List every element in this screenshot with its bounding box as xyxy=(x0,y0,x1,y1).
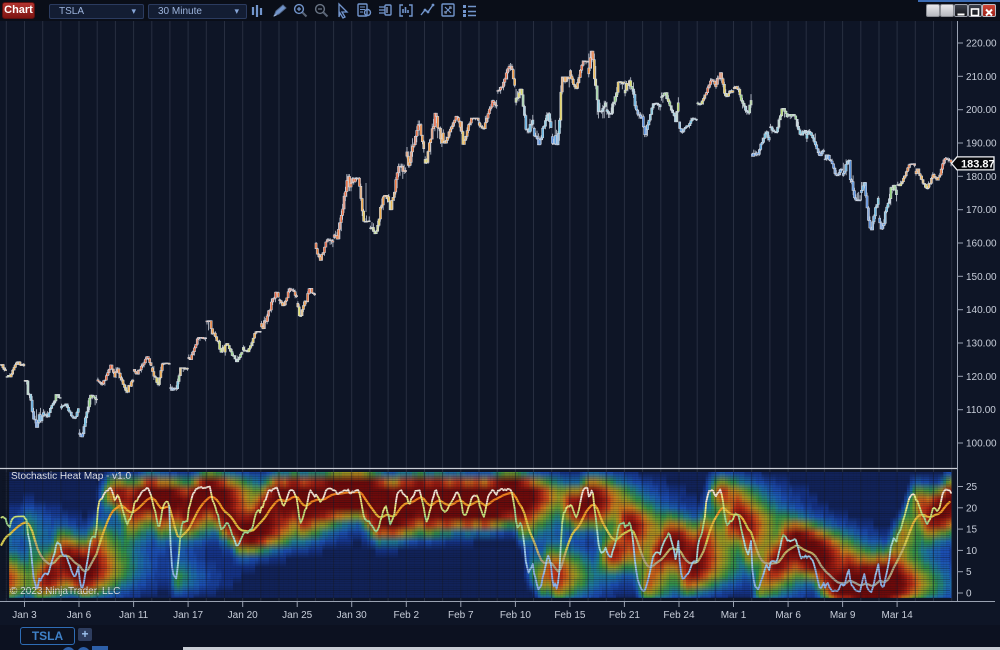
svg-text:15: 15 xyxy=(966,525,978,536)
svg-text:Mar 1: Mar 1 xyxy=(721,610,747,621)
svg-text:183.87: 183.87 xyxy=(961,158,995,170)
svg-text:20: 20 xyxy=(966,503,978,514)
svg-text:170.00: 170.00 xyxy=(966,205,997,216)
svg-text:Mar 6: Mar 6 xyxy=(775,610,801,621)
svg-text:Stochastic Heat Map - v1.0: Stochastic Heat Map - v1.0 xyxy=(11,471,131,482)
svg-text:Jan 11: Jan 11 xyxy=(119,610,149,621)
svg-text:120.00: 120.00 xyxy=(966,372,997,383)
svg-text:220.00: 220.00 xyxy=(966,39,997,50)
svg-text:10: 10 xyxy=(966,546,978,557)
svg-text:0: 0 xyxy=(966,589,972,600)
svg-text:180.00: 180.00 xyxy=(966,172,997,183)
svg-text:Jan 20: Jan 20 xyxy=(228,610,258,621)
svg-text:Mar 14: Mar 14 xyxy=(882,610,914,621)
svg-text:210.00: 210.00 xyxy=(966,72,997,83)
svg-text:Mar 9: Mar 9 xyxy=(830,610,856,621)
svg-text:Jan 25: Jan 25 xyxy=(282,610,312,621)
svg-text:Feb 21: Feb 21 xyxy=(609,610,641,621)
svg-text:Feb 10: Feb 10 xyxy=(500,610,532,621)
svg-text:© 2023 NinjaTrader, LLC: © 2023 NinjaTrader, LLC xyxy=(10,586,120,597)
svg-text:160.00: 160.00 xyxy=(966,239,997,250)
svg-text:110.00: 110.00 xyxy=(966,405,996,416)
svg-text:25: 25 xyxy=(966,482,978,493)
svg-text:140.00: 140.00 xyxy=(966,305,997,316)
svg-text:5: 5 xyxy=(966,567,972,578)
svg-text:Feb 2: Feb 2 xyxy=(394,610,420,621)
svg-text:Feb 15: Feb 15 xyxy=(554,610,586,621)
svg-text:100.00: 100.00 xyxy=(966,439,997,450)
svg-text:200.00: 200.00 xyxy=(966,105,997,116)
svg-text:130.00: 130.00 xyxy=(966,339,997,350)
svg-text:Jan 3: Jan 3 xyxy=(12,610,37,621)
svg-text:190.00: 190.00 xyxy=(966,139,997,150)
svg-text:Jan 30: Jan 30 xyxy=(337,610,367,621)
svg-text:Jan 6: Jan 6 xyxy=(67,610,92,621)
svg-text:Feb 7: Feb 7 xyxy=(448,610,474,621)
svg-text:Feb 24: Feb 24 xyxy=(663,610,695,621)
svg-text:Jan 17: Jan 17 xyxy=(173,610,203,621)
svg-text:150.00: 150.00 xyxy=(966,272,997,283)
